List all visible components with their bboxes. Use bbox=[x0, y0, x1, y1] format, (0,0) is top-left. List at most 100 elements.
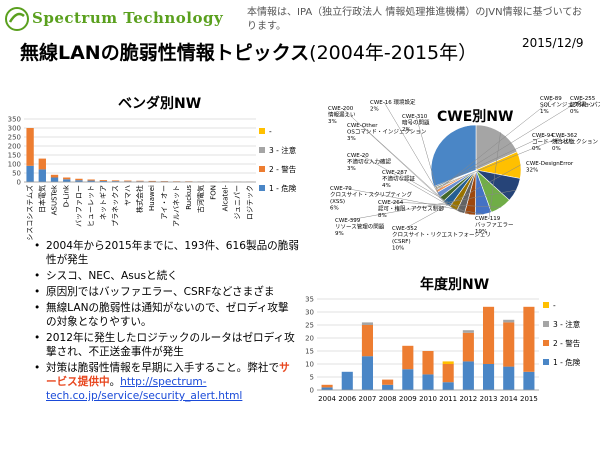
y-tick-label: 350 bbox=[8, 116, 21, 124]
x-tick-label: ヤマハ bbox=[124, 185, 132, 206]
x-tick-label: 2014 bbox=[500, 395, 518, 403]
bar-segment bbox=[382, 384, 394, 390]
bar-segment bbox=[482, 364, 495, 390]
legend-label: - bbox=[269, 127, 272, 136]
x-tick-label: アイ・オー bbox=[160, 185, 168, 220]
leader-line bbox=[360, 124, 454, 209]
x-tick-label: 2004 bbox=[318, 395, 336, 403]
bar-segment bbox=[361, 325, 374, 357]
slide-title: 無線LANの脆弱性情報トピックス(2004年-2015年） bbox=[20, 38, 477, 65]
bar-segment bbox=[26, 128, 34, 166]
company-logo bbox=[4, 6, 219, 34]
slice-label: CWE-362 競合状態 0% bbox=[552, 133, 577, 152]
legend-label: - bbox=[553, 301, 556, 310]
x-tick-label: Alcatel- bbox=[221, 185, 229, 212]
y-tick-label: 20 bbox=[305, 335, 314, 343]
service-text: 対策は脆弱性情報を早期に入手すること。弊社で bbox=[46, 362, 280, 374]
slice-label: CWE-310 暗号の問題 2% bbox=[402, 114, 430, 133]
x-tick-label: プラネックス bbox=[112, 185, 120, 227]
bar-segment bbox=[402, 369, 414, 390]
bar-segment bbox=[503, 319, 515, 323]
bar-segment bbox=[462, 332, 474, 362]
leader-line bbox=[434, 134, 547, 188]
x-tick-label: 日本電気 bbox=[37, 185, 46, 213]
bar-segment bbox=[422, 374, 434, 390]
bar-segment bbox=[442, 364, 454, 383]
slice-label: CWE-200 情報漏えい 3% bbox=[328, 106, 356, 125]
year-chart-title: 年度別NW bbox=[420, 277, 490, 293]
legend-label: 3 - 注意 bbox=[553, 319, 580, 329]
x-tick-label: 2007 bbox=[359, 395, 377, 403]
x-tick-label: Ruckus bbox=[185, 185, 193, 210]
bar-segment bbox=[99, 180, 108, 181]
y-tick-label: 0 bbox=[310, 387, 314, 395]
service-link[interactable]: http://spectrum-tech.co.jp/service/secur… bbox=[46, 376, 243, 402]
x-tick-label: シスコシステムズ bbox=[25, 185, 34, 240]
x-tick-label: 2011 bbox=[439, 395, 457, 403]
x-tick-label: ロジテック bbox=[246, 185, 254, 220]
x-tick-label: Huawei bbox=[148, 185, 156, 211]
slide-title-period: (2004年-2015年） bbox=[309, 42, 478, 64]
bar-segment bbox=[462, 361, 474, 390]
legend-swatch bbox=[543, 359, 549, 365]
x-tick-label: 古河電気 bbox=[196, 185, 205, 213]
bar-segment bbox=[503, 322, 515, 367]
bar-segment bbox=[136, 180, 144, 182]
slice-label: CWE-Other OSコマンド・インジェクション 3% bbox=[347, 123, 427, 142]
bar-segment bbox=[75, 180, 83, 182]
x-tick-label: 2010 bbox=[419, 395, 437, 403]
x-tick-label: ASUSTek bbox=[51, 184, 59, 215]
finding-item-service: 対策は脆弱性情報を早期に入手すること。弊社でサービス提供中。http://spe… bbox=[34, 361, 299, 403]
y-tick-label: 35 bbox=[305, 296, 314, 304]
y-tick-label: 200 bbox=[8, 143, 21, 151]
bar-segment bbox=[442, 382, 454, 390]
bar-segment bbox=[38, 158, 46, 170]
bar-segment bbox=[50, 177, 59, 182]
y-tick-label: 150 bbox=[8, 152, 21, 160]
bar-segment bbox=[148, 180, 156, 182]
x-tick-label: アルバネット bbox=[173, 185, 181, 227]
leader-line bbox=[488, 132, 501, 219]
leader-line bbox=[391, 201, 502, 208]
bar-segment bbox=[63, 179, 71, 182]
x-tick-label: 2012 bbox=[459, 395, 477, 403]
bar-segment bbox=[402, 345, 414, 370]
slide-date: 2015/12/9 bbox=[522, 36, 584, 50]
slice-label: CWE-DesignError 32% bbox=[526, 161, 574, 174]
slice-label: CWE-16 環境設定 2% bbox=[370, 98, 416, 113]
pie-slice bbox=[430, 124, 477, 187]
bar-segment bbox=[63, 177, 71, 180]
bar-segment bbox=[321, 384, 333, 388]
vendor-chart-title: ベンダ別NW bbox=[118, 96, 202, 112]
bar-segment bbox=[26, 165, 34, 182]
legend-swatch bbox=[259, 166, 265, 172]
finding-item: 原因別ではバッファエラー、CSRFなどさまざま bbox=[34, 285, 299, 299]
finding-item: 2004年から2015年までに、193件、616製品の脆弱性が発生 bbox=[34, 239, 299, 267]
bar-segment bbox=[321, 387, 333, 390]
bar-segment bbox=[87, 179, 95, 181]
leader-line bbox=[434, 134, 567, 189]
leader-line bbox=[341, 107, 447, 205]
legend-label: 3 - 注意 bbox=[269, 145, 296, 155]
x-tick-label: 2009 bbox=[399, 395, 417, 403]
x-tick-label: ネットギア bbox=[99, 185, 107, 220]
legend-swatch bbox=[259, 147, 265, 153]
bar-segment bbox=[382, 379, 394, 385]
y-tick-label: 300 bbox=[8, 125, 21, 133]
x-tick-label: ジュニパー bbox=[234, 185, 242, 220]
bar-segment bbox=[503, 366, 515, 390]
slice-label: CWE-94 コード・インジェクション 0% bbox=[532, 133, 599, 152]
leader-line bbox=[395, 171, 470, 215]
bar-segment bbox=[87, 180, 95, 182]
bar-segment bbox=[361, 322, 374, 325]
bar-segment bbox=[50, 174, 59, 178]
bar-segment bbox=[75, 178, 83, 181]
bar-segment bbox=[111, 180, 120, 182]
findings-list: 2004年から2015年までに、193件、616製品の脆弱性が発生 シスコ、NE… bbox=[34, 239, 299, 405]
bar-segment bbox=[124, 180, 132, 182]
legend-swatch bbox=[259, 128, 265, 134]
cwe-pie-chart: CWE-119 バッファエラー 19%CWE-352 クロスサイト・リクエストフォージ… bbox=[328, 96, 600, 252]
x-tick-label: 2015 bbox=[520, 395, 538, 403]
y-tick-label: 30 bbox=[305, 309, 314, 317]
